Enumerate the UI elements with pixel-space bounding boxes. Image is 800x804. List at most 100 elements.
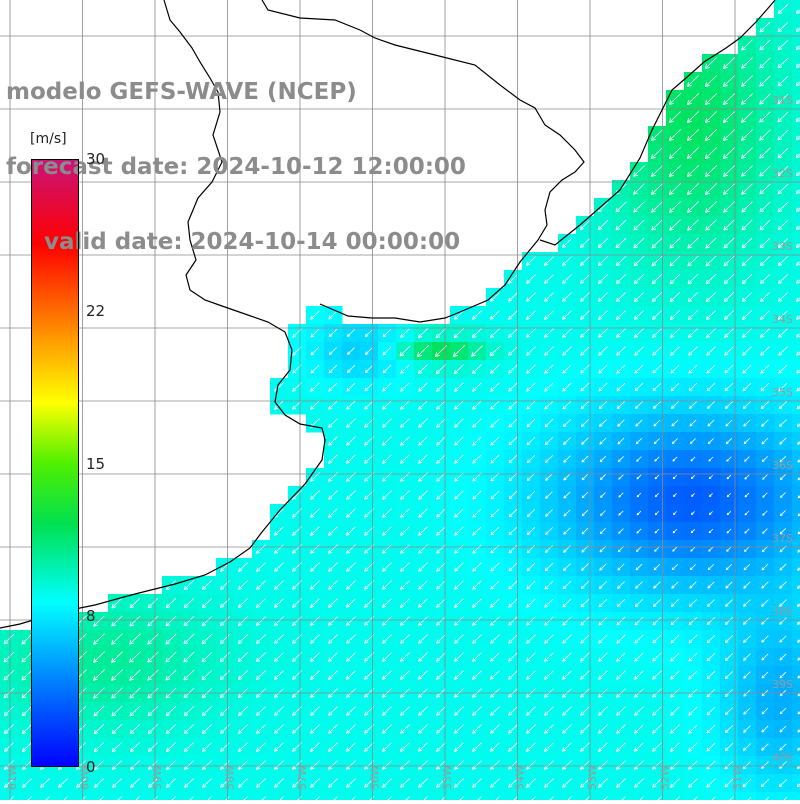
lat-label: 32S bbox=[772, 167, 793, 180]
speed-cell bbox=[198, 792, 217, 800]
speed-cell bbox=[792, 522, 800, 541]
speed-cell bbox=[756, 792, 775, 800]
speed-cell bbox=[792, 162, 800, 181]
speed-cell bbox=[792, 378, 800, 397]
lon-label: 54W bbox=[514, 765, 527, 790]
speed-cell bbox=[612, 792, 631, 800]
lat-label: 37S bbox=[772, 532, 793, 545]
speed-cell bbox=[558, 792, 577, 800]
lon-label: 58W bbox=[224, 765, 237, 790]
lon-label: 57W bbox=[296, 765, 309, 790]
speed-cell bbox=[702, 792, 721, 800]
lat-label: 34S bbox=[772, 313, 793, 326]
speed-cell bbox=[792, 54, 800, 73]
speed-cell bbox=[792, 0, 800, 19]
lat-label: 35S bbox=[772, 386, 793, 399]
speed-cell bbox=[162, 792, 181, 800]
speed-cell bbox=[792, 666, 800, 685]
speed-cell bbox=[792, 198, 800, 217]
colorbar-unit: [m/s] bbox=[30, 131, 67, 147]
speed-cell bbox=[792, 18, 800, 37]
speed-cell bbox=[792, 648, 800, 667]
speed-cell bbox=[522, 792, 541, 800]
speed-cell bbox=[432, 792, 451, 800]
speed-cell bbox=[342, 792, 361, 800]
speed-cell bbox=[792, 342, 800, 361]
speed-cell bbox=[396, 792, 415, 800]
speed-cell bbox=[288, 792, 307, 800]
speed-cell bbox=[90, 792, 109, 800]
speed-cell bbox=[792, 270, 800, 289]
lon-label: 53W bbox=[586, 765, 599, 790]
speed-cell bbox=[792, 36, 800, 55]
lon-label: 51W bbox=[731, 765, 744, 790]
speed-cell bbox=[666, 792, 685, 800]
speed-cell bbox=[126, 792, 145, 800]
lat-label: 40S bbox=[772, 751, 793, 764]
speed-cell bbox=[504, 792, 523, 800]
speed-cell bbox=[486, 792, 505, 800]
lon-label: 56W bbox=[369, 765, 382, 790]
speed-cell bbox=[792, 630, 800, 649]
speed-cell bbox=[792, 72, 800, 91]
speed-cell bbox=[630, 792, 649, 800]
speed-cell bbox=[792, 234, 800, 253]
colorbar-tick-8: 8 bbox=[86, 607, 96, 625]
speed-cell bbox=[792, 792, 800, 800]
lat-label: 38S bbox=[772, 605, 793, 618]
speed-cell bbox=[324, 792, 343, 800]
lat-label: 39S bbox=[772, 678, 793, 691]
speed-cell bbox=[576, 792, 595, 800]
speed-cell bbox=[792, 612, 800, 631]
speed-cell bbox=[468, 792, 487, 800]
speed-cell bbox=[792, 288, 800, 307]
speed-cell bbox=[792, 720, 800, 739]
speed-cell bbox=[270, 792, 289, 800]
speed-cell bbox=[378, 792, 397, 800]
colorbar-tick-30: 30 bbox=[86, 150, 105, 168]
speed-cell bbox=[792, 90, 800, 109]
lat-label: 33S bbox=[772, 240, 793, 253]
speed-cell bbox=[792, 432, 800, 451]
speed-cell bbox=[18, 792, 37, 800]
speed-cell bbox=[792, 216, 800, 235]
speed-cell bbox=[360, 792, 379, 800]
lat-label: 31S bbox=[772, 94, 793, 107]
speed-cell bbox=[774, 792, 793, 800]
speed-cell bbox=[792, 756, 800, 775]
colorbar-tick-0: 0 bbox=[86, 758, 96, 776]
speed-cell bbox=[792, 180, 800, 199]
speed-cell bbox=[792, 360, 800, 379]
speed-cell bbox=[414, 792, 433, 800]
lon-label: 61W bbox=[6, 765, 19, 790]
speed-cell bbox=[792, 306, 800, 325]
title-model: modelo GEFS-WAVE (NCEP) bbox=[6, 80, 466, 105]
speed-cell bbox=[792, 324, 800, 343]
speed-cell bbox=[792, 576, 800, 595]
speed-cell bbox=[144, 792, 163, 800]
speed-cell bbox=[450, 792, 469, 800]
speed-cell bbox=[792, 774, 800, 793]
speed-cell bbox=[792, 144, 800, 163]
speed-cell bbox=[216, 792, 235, 800]
speed-cell bbox=[594, 792, 613, 800]
colorbar-tick-15: 15 bbox=[86, 455, 105, 473]
speed-cell bbox=[54, 792, 73, 800]
speed-cell bbox=[72, 792, 91, 800]
speed-cell bbox=[792, 558, 800, 577]
speed-cell bbox=[792, 486, 800, 505]
speed-cell bbox=[792, 594, 800, 613]
speed-cell bbox=[792, 504, 800, 523]
speed-cell bbox=[792, 108, 800, 127]
speed-cell bbox=[36, 792, 55, 800]
speed-cell bbox=[648, 792, 667, 800]
lon-label: 55W bbox=[441, 765, 454, 790]
speed-cell bbox=[792, 450, 800, 469]
speed-cell bbox=[738, 792, 757, 800]
speed-cell bbox=[108, 792, 127, 800]
lat-label: 36S bbox=[772, 459, 793, 472]
speed-cell bbox=[234, 792, 253, 800]
speed-cell bbox=[252, 792, 271, 800]
speed-cell bbox=[792, 738, 800, 757]
speed-cell bbox=[684, 792, 703, 800]
